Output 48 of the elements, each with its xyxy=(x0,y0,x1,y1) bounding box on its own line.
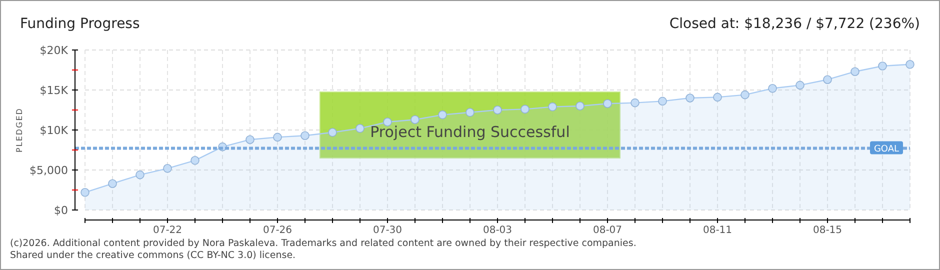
point xyxy=(136,170,144,180)
point xyxy=(520,104,530,114)
x-tick-label: 07-26 xyxy=(262,225,292,236)
point xyxy=(548,102,557,112)
x-tick-label: 07-22 xyxy=(152,225,182,236)
point xyxy=(603,99,612,108)
point xyxy=(108,179,117,188)
y-tick-label: $10K xyxy=(40,124,69,137)
text: (c)2026. Additional content provided by Nora Paskaleva. Trademarks and related content are owned by their respective companies. xyxy=(10,238,636,249)
point xyxy=(823,75,832,84)
x-tick-label: 08-07 xyxy=(592,225,622,236)
point xyxy=(713,92,722,102)
point xyxy=(796,80,804,90)
point xyxy=(906,60,914,69)
point xyxy=(300,131,310,140)
chart-subtitle: Closed at: $18,236 / $7,722 (236%) xyxy=(669,16,920,32)
point xyxy=(576,102,584,110)
point xyxy=(493,106,502,114)
annotation: Project Funding Successful xyxy=(370,123,570,141)
point xyxy=(466,108,474,117)
point xyxy=(246,135,254,144)
text: Shared under the creative commons (CC BY-NC 3.0) license. xyxy=(10,250,296,261)
y-tick-label: $0 xyxy=(54,204,68,217)
point xyxy=(850,67,860,76)
point xyxy=(658,96,667,106)
x-tick-label: 08-11 xyxy=(702,225,732,236)
y-tick-label: $5,000 xyxy=(30,164,68,177)
point xyxy=(740,90,750,100)
point xyxy=(273,132,282,142)
point xyxy=(80,188,90,197)
point xyxy=(163,164,172,173)
point xyxy=(410,115,420,124)
point xyxy=(328,128,337,137)
point xyxy=(686,94,694,102)
chart-title: Funding Progress xyxy=(20,16,140,32)
x-tick-label: 08-03 xyxy=(482,225,512,236)
point xyxy=(438,110,447,120)
y-tick-label: $20K xyxy=(40,44,69,57)
point xyxy=(878,62,887,70)
point xyxy=(768,84,777,93)
y-axis-title: PLEDGED xyxy=(15,108,24,152)
y-tick-label: $15K xyxy=(40,84,69,97)
x-tick-label: 07-30 xyxy=(372,225,402,236)
ref-line-label: GOAL xyxy=(874,144,900,155)
point xyxy=(356,124,364,133)
point xyxy=(190,156,200,165)
x-tick-label: 08-15 xyxy=(812,225,842,236)
point xyxy=(630,98,640,108)
